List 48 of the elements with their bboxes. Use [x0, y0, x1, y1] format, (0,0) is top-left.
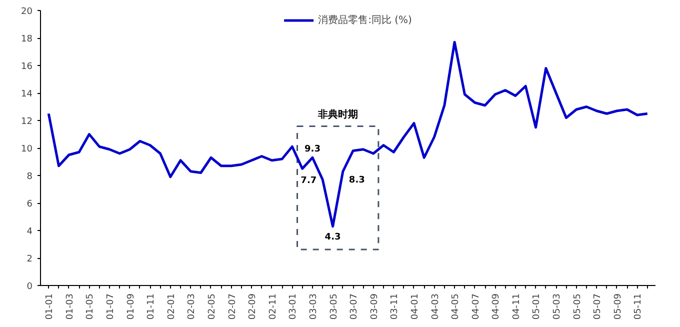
y-tick-label: 20: [21, 7, 33, 17]
x-tick-label: 02-07: [228, 293, 238, 320]
x-tick-label: 04-11: [512, 293, 522, 320]
y-tick-label: 10: [21, 144, 33, 154]
x-tick-label: 04-09: [492, 293, 502, 320]
x-tick-label: 01-07: [106, 293, 116, 320]
x-tick-label: 01-05: [86, 293, 96, 320]
y-tick-label: 2: [26, 254, 33, 264]
x-tick-label: 01-11: [146, 293, 157, 320]
x-tick-label: 01-03: [65, 293, 76, 320]
x-tick-label: 03-03: [308, 293, 319, 320]
y-tick-label: 14: [21, 90, 33, 100]
x-tick-label: 03-07: [350, 293, 360, 320]
y-tick-label: 16: [21, 62, 33, 72]
data-label: 7.7: [300, 176, 317, 186]
x-tick-label: 04-07: [471, 293, 482, 320]
x-tick-label: 02-01: [166, 293, 177, 320]
legend-label: 消费品零售:同比 (%): [318, 14, 412, 27]
x-tick-label: 05-01: [532, 293, 542, 320]
x-tick-label: 04-03: [430, 293, 441, 320]
x-tick-label: 01-09: [126, 293, 136, 320]
x-tick-label: 03-01: [288, 293, 299, 320]
data-label: 4.3: [324, 232, 341, 242]
x-tick-label: 04-05: [451, 293, 462, 320]
y-tick-label: 12: [21, 117, 32, 127]
x-tick-label: 05-09: [613, 293, 624, 320]
x-tick-label: 05-11: [634, 293, 644, 320]
y-tick-label: 4: [26, 227, 33, 237]
data-label: 9.3: [304, 144, 320, 155]
y-tick-label: 8: [26, 172, 33, 182]
x-tick-label: 02-09: [248, 293, 258, 320]
y-tick-label: 6: [26, 200, 33, 210]
x-tick-label: 05-03: [552, 293, 563, 320]
x-tick-label: 03-11: [390, 293, 400, 320]
x-tick-label: 05-05: [572, 293, 583, 320]
x-tick-label: 05-07: [593, 293, 604, 320]
x-tick-label: 02-03: [187, 293, 198, 320]
x-tick-label: 03-09: [370, 293, 380, 320]
x-tick-label: 03-05: [329, 293, 340, 320]
annotation: 非典时期: [316, 108, 358, 120]
x-tick-label: 02-11: [268, 293, 278, 320]
x-tick-label: 02-05: [207, 293, 218, 320]
x-tick-label: 01-01: [45, 293, 56, 320]
y-tick-label: 0: [26, 282, 33, 292]
y-tick-label: 18: [21, 34, 33, 44]
x-tick-label: 04-01: [410, 293, 420, 320]
line-series: [47, 40, 649, 228]
data-label: 8.3: [348, 175, 365, 186]
